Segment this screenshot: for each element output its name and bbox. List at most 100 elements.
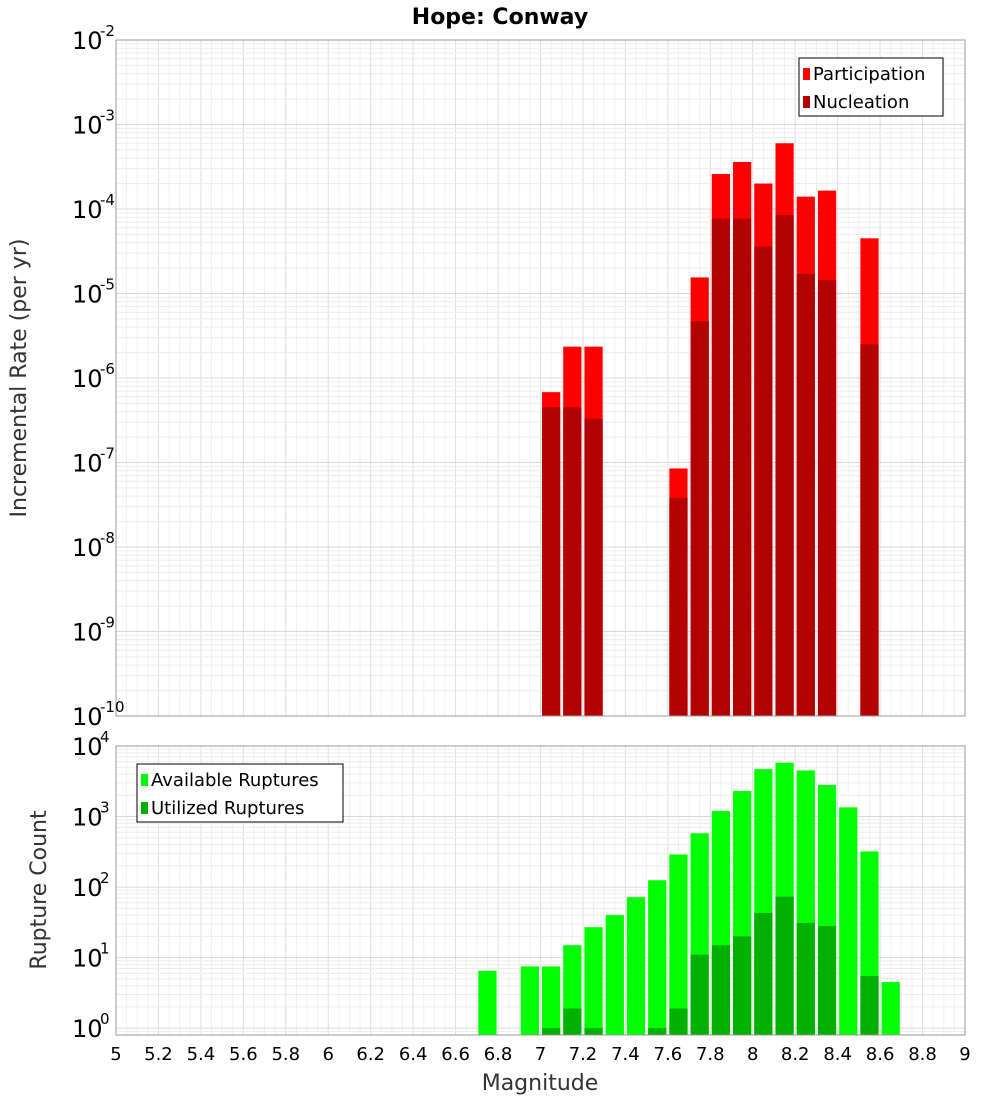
secondary-bar	[817, 926, 837, 1035]
legend-label: Utilized Ruptures	[151, 798, 304, 819]
bottom-plot-frame	[115, 745, 966, 1036]
secondary-bar	[754, 246, 773, 716]
primary-bar	[478, 970, 497, 1035]
x-tick-label: 7	[535, 1044, 546, 1065]
primary-bar	[584, 927, 603, 1035]
top-legend: Participation Nucleation	[798, 57, 944, 117]
secondary-bar	[542, 407, 561, 716]
top-plot-frame	[115, 39, 966, 717]
secondary-bar	[669, 498, 688, 716]
x-tick-label: 5.8	[271, 1044, 300, 1065]
secondary-bar	[690, 321, 709, 716]
primary-bar	[839, 807, 858, 1035]
bottom-bars	[478, 762, 900, 1035]
y-tick-exponent: -4	[100, 191, 115, 209]
secondary-bar	[669, 1008, 688, 1035]
x-tick-label: 8.6	[866, 1044, 895, 1065]
top-gridlines	[115, 39, 966, 717]
legend-box	[136, 763, 344, 823]
x-tick-label: 5.6	[229, 1044, 258, 1065]
secondary-bar	[711, 945, 731, 1035]
legend-label: Participation	[813, 64, 925, 85]
bottom-y-axis-label: Rupture Count	[27, 810, 52, 970]
secondary-bar	[775, 214, 794, 716]
x-tick-label: 8.8	[908, 1044, 937, 1065]
x-tick-label: 5.4	[187, 1044, 216, 1065]
y-tick-label: 10	[72, 804, 103, 832]
y-tick-exponent: -8	[100, 529, 115, 547]
secondary-bar	[584, 1028, 603, 1035]
secondary-bar	[796, 922, 815, 1035]
legend-swatch	[141, 802, 148, 814]
y-tick-exponent: -10	[100, 698, 125, 716]
y-tick-exponent: -2	[100, 22, 115, 40]
top-bars	[542, 143, 879, 717]
secondary-bar	[711, 218, 731, 716]
x-tick-label: 9	[959, 1044, 970, 1065]
secondary-bar	[733, 936, 752, 1035]
secondary-bar	[690, 954, 709, 1035]
legend-swatch	[803, 96, 810, 108]
y-tick-label: 10	[72, 196, 103, 224]
y-tick-label: 10	[72, 874, 103, 902]
primary-bar	[881, 982, 900, 1035]
x-tick-label: 5	[110, 1044, 121, 1065]
y-tick-label: 10	[72, 27, 103, 55]
secondary-bar	[860, 344, 879, 716]
x-tick-labels: 5 5.2 5.4 5.6 5.8 6 6.2 6.4 6.6 6.8 7 7.2 7.4 7.6 7.8 8…	[110, 1044, 970, 1065]
primary-bar	[626, 897, 646, 1035]
y-tick-label: 10	[72, 112, 103, 140]
secondary-bar	[733, 218, 752, 716]
legend-label: Available Ruptures	[151, 770, 319, 791]
primary-bar	[648, 880, 667, 1035]
y-tick-exponent: -7	[100, 445, 115, 463]
x-tick-label: 7.4	[611, 1044, 640, 1065]
y-tick-label: 10	[72, 534, 103, 562]
y-tick-label: 10	[72, 1015, 103, 1043]
x-tick-label: 7.2	[569, 1044, 598, 1065]
legend-swatch	[141, 774, 148, 786]
x-tick-label: 5.2	[144, 1044, 173, 1065]
bottom-legend: Available Ruptures Utilized Ruptures	[136, 763, 344, 823]
x-axis-label: Magnitude	[482, 1071, 599, 1096]
secondary-bar	[584, 418, 603, 716]
x-tick-label: 6	[323, 1044, 334, 1065]
x-tick-label: 8.2	[781, 1044, 810, 1065]
y-tick-label: 10	[72, 619, 103, 647]
y-tick-label: 10	[72, 450, 103, 478]
secondary-bar	[563, 1008, 582, 1035]
y-tick-exponent: 0	[100, 1010, 110, 1028]
secondary-bar	[775, 896, 794, 1035]
y-tick-label: 10	[72, 703, 103, 731]
x-tick-label: 6.4	[399, 1044, 428, 1065]
x-tick-label: 7.6	[654, 1044, 683, 1065]
y-tick-label: 10	[72, 365, 103, 393]
y-tick-exponent: 2	[100, 869, 110, 887]
y-tick-exponent: 1	[100, 940, 110, 958]
y-tick-exponent: -5	[100, 276, 115, 294]
secondary-bar	[648, 1028, 667, 1035]
y-tick-label: 10	[72, 945, 103, 973]
secondary-bar	[860, 975, 879, 1035]
secondary-bar	[563, 407, 582, 716]
y-tick-exponent: -6	[100, 360, 115, 378]
chart-title: Hope: Conway	[412, 5, 588, 30]
secondary-bar	[542, 1028, 561, 1035]
primary-bar	[669, 854, 688, 1035]
x-tick-label: 6.6	[441, 1044, 470, 1065]
legend-swatch	[803, 68, 810, 80]
primary-bar	[542, 966, 561, 1035]
x-tick-label: 8.4	[823, 1044, 852, 1065]
x-tick-label: 6.2	[356, 1044, 385, 1065]
legend-label: Nucleation	[813, 92, 909, 113]
y-tick-label: 10	[72, 733, 103, 761]
secondary-bar	[754, 912, 773, 1035]
y-tick-exponent: 3	[100, 799, 110, 817]
legend-box	[798, 57, 944, 117]
top-y-axis-label: Incremental Rate (per yr)	[7, 239, 32, 518]
